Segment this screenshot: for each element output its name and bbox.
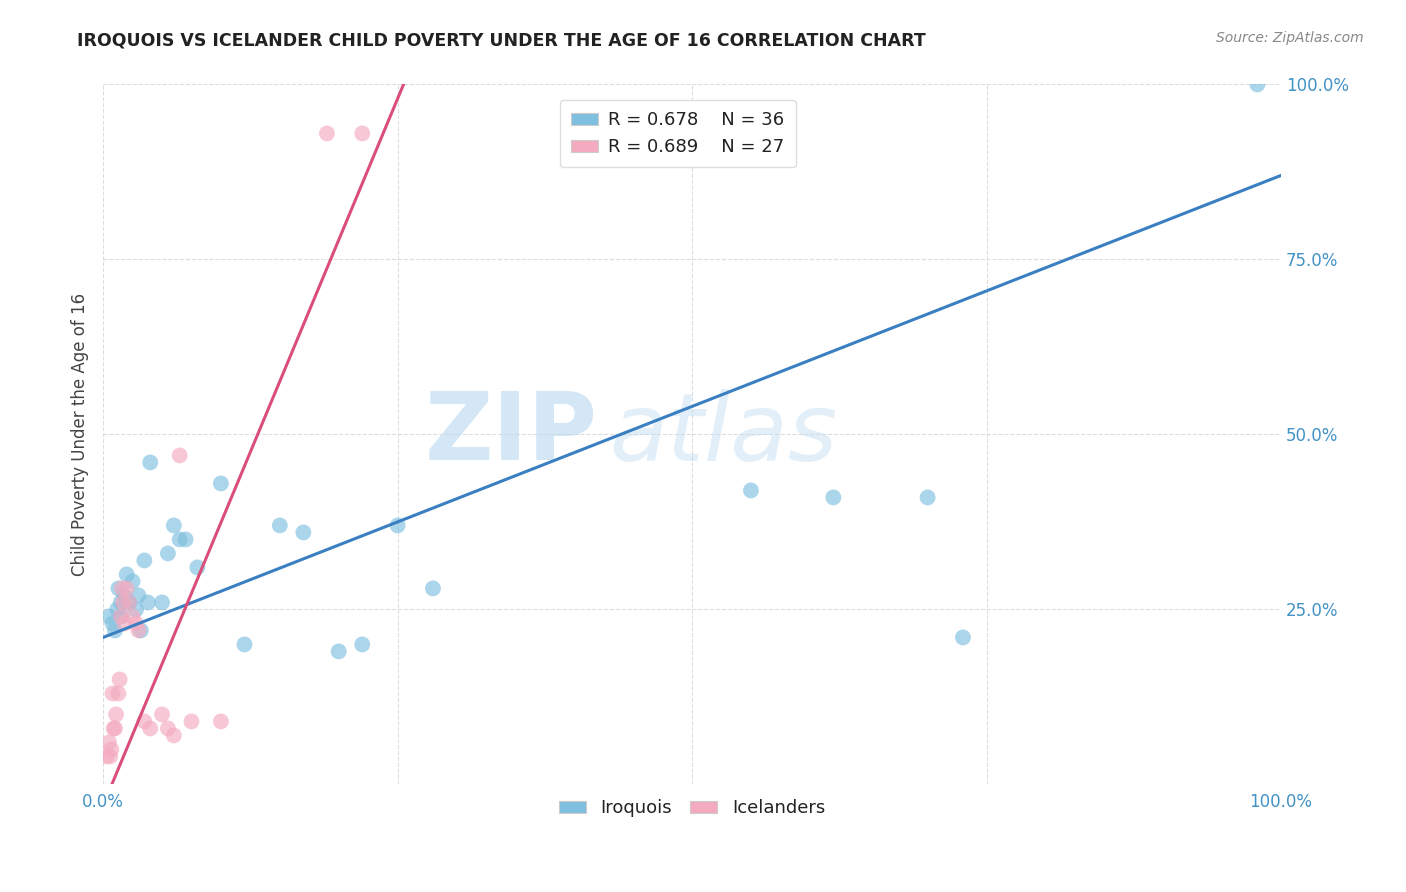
- Point: [139, 722, 162, 736]
- Point: [115, 582, 138, 596]
- Point: [98, 749, 121, 764]
- Point: [118, 595, 141, 609]
- Point: [163, 518, 186, 533]
- Point: [111, 582, 134, 596]
- Text: ZIP: ZIP: [425, 388, 598, 481]
- Legend: Iroquois, Icelanders: Iroquois, Icelanders: [551, 792, 832, 824]
- Point: [104, 624, 127, 638]
- Point: [103, 722, 125, 736]
- Point: [118, 595, 141, 609]
- Point: [917, 491, 939, 505]
- Point: [107, 582, 129, 596]
- Point: [1246, 78, 1268, 92]
- Point: [96, 749, 118, 764]
- Point: [98, 735, 121, 749]
- Point: [352, 127, 374, 141]
- Point: [387, 518, 409, 533]
- Point: [233, 637, 256, 651]
- Point: [328, 644, 350, 658]
- Point: [127, 589, 149, 603]
- Point: [125, 602, 148, 616]
- Point: [134, 714, 156, 729]
- Point: [101, 616, 124, 631]
- Point: [150, 707, 173, 722]
- Point: [156, 722, 179, 736]
- Point: [823, 491, 845, 505]
- Point: [107, 686, 129, 700]
- Text: atlas: atlas: [610, 389, 838, 480]
- Text: Source: ZipAtlas.com: Source: ZipAtlas.com: [1216, 31, 1364, 45]
- Text: IROQUOIS VS ICELANDER CHILD POVERTY UNDER THE AGE OF 16 CORRELATION CHART: IROQUOIS VS ICELANDER CHILD POVERTY UNDE…: [77, 31, 927, 49]
- Point: [100, 742, 122, 756]
- Point: [105, 707, 128, 722]
- Point: [186, 560, 208, 574]
- Point: [110, 595, 132, 609]
- Point: [129, 624, 152, 638]
- Point: [121, 574, 143, 589]
- Point: [352, 637, 374, 651]
- Point: [125, 616, 148, 631]
- Point: [98, 609, 121, 624]
- Point: [174, 533, 197, 547]
- Point: [101, 686, 124, 700]
- Point: [169, 533, 191, 547]
- Point: [110, 609, 132, 624]
- Point: [209, 476, 232, 491]
- Point: [422, 582, 444, 596]
- Point: [134, 553, 156, 567]
- Point: [112, 595, 135, 609]
- Point: [104, 722, 127, 736]
- Point: [156, 546, 179, 560]
- Point: [952, 631, 974, 645]
- Y-axis label: Child Poverty Under the Age of 16: Child Poverty Under the Age of 16: [72, 293, 89, 576]
- Point: [105, 602, 128, 616]
- Point: [139, 455, 162, 469]
- Point: [292, 525, 315, 540]
- Point: [169, 449, 191, 463]
- Point: [112, 616, 135, 631]
- Point: [136, 595, 159, 609]
- Point: [150, 595, 173, 609]
- Point: [127, 624, 149, 638]
- Point: [740, 483, 762, 498]
- Point: [180, 714, 202, 729]
- Point: [121, 609, 143, 624]
- Point: [269, 518, 291, 533]
- Point: [209, 714, 232, 729]
- Point: [316, 127, 339, 141]
- Point: [111, 609, 134, 624]
- Point: [108, 673, 131, 687]
- Point: [115, 567, 138, 582]
- Point: [112, 589, 135, 603]
- Point: [163, 728, 186, 742]
